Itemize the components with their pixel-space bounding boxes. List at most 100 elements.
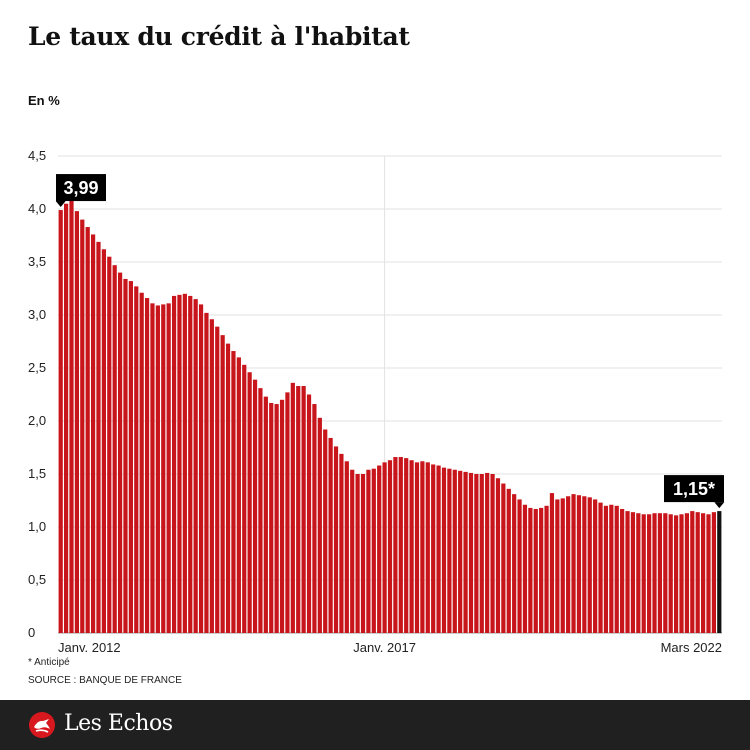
bar <box>312 404 317 633</box>
bar <box>204 312 209 633</box>
bar <box>539 507 544 633</box>
bar <box>155 305 160 633</box>
bar <box>533 508 538 633</box>
bar <box>587 497 592 633</box>
bar <box>706 514 711 633</box>
bar <box>506 488 511 633</box>
bar <box>517 499 522 633</box>
bar <box>182 293 187 633</box>
bar <box>328 437 333 633</box>
chart-bars <box>58 200 722 634</box>
callout-pointer <box>714 502 725 509</box>
bar <box>420 461 425 633</box>
bar <box>177 294 182 633</box>
bar <box>258 388 263 633</box>
bar <box>279 399 285 633</box>
bar <box>647 514 652 633</box>
bar <box>663 513 668 633</box>
bar <box>458 470 463 633</box>
bar <box>225 343 231 633</box>
bar <box>625 511 630 633</box>
bar <box>652 513 657 633</box>
bar <box>501 483 506 633</box>
bar <box>468 472 474 633</box>
bar <box>193 299 198 633</box>
bar <box>209 319 214 633</box>
bar <box>333 446 339 633</box>
bar <box>582 496 587 633</box>
y-tick-label: 3,0 <box>28 307 46 322</box>
bar <box>366 469 371 633</box>
bar <box>641 514 646 633</box>
bar <box>344 461 349 633</box>
bar <box>431 464 436 633</box>
bar <box>144 298 150 633</box>
bar <box>398 457 403 633</box>
bar <box>684 513 690 633</box>
bar <box>63 203 69 633</box>
y-tick-label: 0,5 <box>28 572 46 587</box>
bar <box>171 295 177 633</box>
bar <box>301 386 306 633</box>
bar <box>231 351 236 633</box>
bar <box>339 453 344 633</box>
bar <box>69 200 74 633</box>
bar <box>560 498 565 633</box>
x-tick-label: Mars 2022 <box>661 640 722 655</box>
bar <box>382 462 387 633</box>
y-tick-label: 3,5 <box>28 254 46 269</box>
bar <box>150 303 155 633</box>
bar <box>247 372 252 633</box>
bar <box>360 474 366 633</box>
bar <box>485 472 490 633</box>
callout-box <box>56 174 106 202</box>
bar <box>603 505 609 633</box>
bar <box>630 512 636 633</box>
bar <box>220 335 225 633</box>
bar <box>668 514 673 633</box>
bar <box>479 474 484 633</box>
bar <box>134 286 139 633</box>
bar <box>101 249 106 633</box>
x-tick-label: Janv. 2017 <box>353 640 416 655</box>
bar <box>474 474 479 633</box>
bar <box>695 512 700 633</box>
bar <box>711 512 717 633</box>
bar <box>296 386 301 633</box>
bar <box>85 227 90 633</box>
bar <box>112 265 117 633</box>
y-tick-label: 1,5 <box>28 466 46 481</box>
y-tick-label: 4,0 <box>28 201 46 216</box>
y-tick-label: 4,5 <box>28 148 46 163</box>
bar-chart: 00,51,01,52,02,53,03,54,04,5 Janv. 2012 J… <box>28 148 725 655</box>
bar <box>290 382 295 633</box>
bar <box>107 256 112 633</box>
bar <box>80 219 85 633</box>
footnote: * Anticipé <box>28 657 70 668</box>
bar <box>306 394 312 633</box>
bar <box>123 278 128 633</box>
bar <box>188 295 193 633</box>
bar <box>350 469 355 633</box>
bar <box>522 504 528 633</box>
bar <box>58 210 63 633</box>
callout-label: 3,99 <box>63 178 98 198</box>
callout-pointer <box>55 201 66 208</box>
bar <box>674 515 679 633</box>
chart-title: Le taux du crédit à l'habitat <box>28 22 410 51</box>
bar <box>317 417 322 633</box>
bar <box>614 505 619 633</box>
bar <box>139 292 144 633</box>
bar <box>242 364 247 633</box>
bar <box>74 211 79 633</box>
bar <box>377 465 382 633</box>
bar <box>576 495 582 633</box>
bar <box>717 511 722 633</box>
bar <box>598 502 603 633</box>
bar <box>571 494 576 633</box>
bar <box>96 241 101 634</box>
bar <box>161 304 166 633</box>
bar <box>323 429 328 633</box>
x-tick-label: Janv. 2012 <box>58 640 121 655</box>
bar <box>490 474 495 633</box>
